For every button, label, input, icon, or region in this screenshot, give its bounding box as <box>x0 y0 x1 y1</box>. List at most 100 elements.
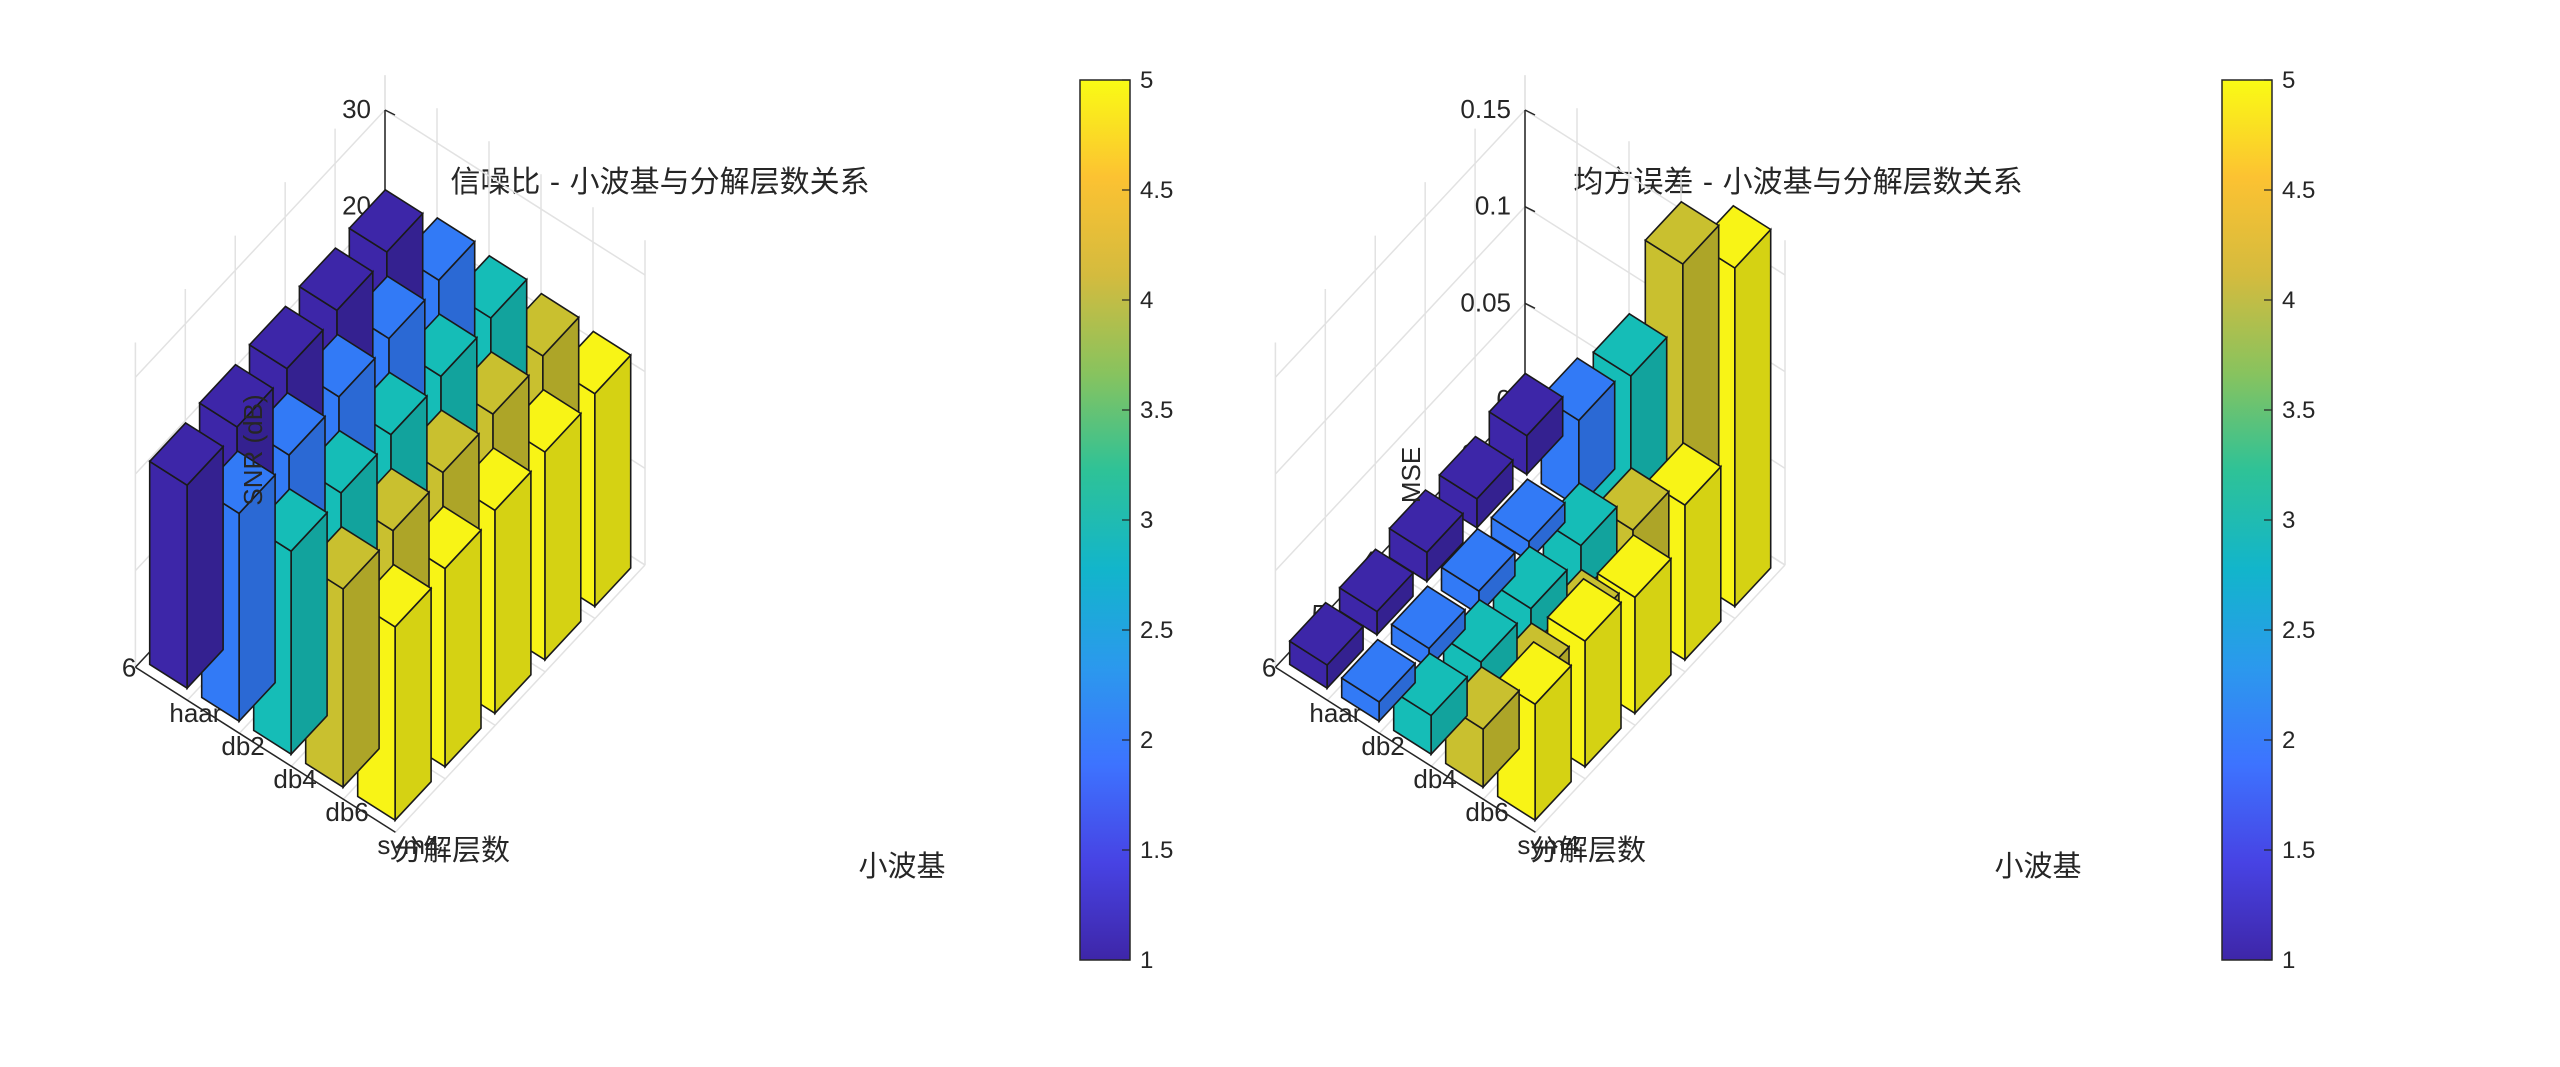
mse-ztick-mark <box>1524 109 1536 116</box>
colorbar-tick-label: 2 <box>2282 727 2295 754</box>
snr-bar-side <box>593 353 632 609</box>
snr-wavelet-tick: db2 <box>221 731 264 761</box>
colorbar-tick-label: 1 <box>1140 947 1153 974</box>
colorbar-tick-label: 4.5 <box>1140 177 1173 204</box>
colorbar-tick-label: 3 <box>1140 507 1153 534</box>
snr-grid-z <box>384 109 646 276</box>
mse-grid-z <box>1274 302 1526 572</box>
mse-grid-x <box>1534 564 1786 833</box>
snr-chart-title: 信噪比 - 小波基与分解层数关系 <box>450 165 869 200</box>
snr-wavelet-axis <box>134 666 396 833</box>
colorbar-tick-label: 5 <box>1140 67 1153 94</box>
snr-wavelet-tick: db6 <box>325 797 368 827</box>
mse-bar <box>1392 652 1469 757</box>
snr-bar-top <box>248 305 325 370</box>
mse-wavelet-tick: db6 <box>1465 797 1508 827</box>
snr-bar <box>148 421 225 691</box>
colorbar-tick-label: 4 <box>1140 287 1153 314</box>
snr-colorbar: 1 1.5 2 2.5 3 3.5 4 4.5 5 <box>1079 67 1173 974</box>
mse-ylabel: 分解层数 <box>1530 833 1646 867</box>
mse-bar-top <box>1288 601 1365 667</box>
mse-bar <box>1340 638 1417 724</box>
mse-chart-title: 均方误差 - 小波基与分解层数关系 <box>1573 165 2022 200</box>
mse-wavelet-tick: db4 <box>1413 764 1456 794</box>
snr-bar-top <box>198 363 275 428</box>
mse-bar-top <box>1596 533 1673 599</box>
mse-bar-top <box>1490 478 1567 543</box>
mse-bar-side <box>1734 227 1772 609</box>
snr-wavelet-tick: sym4 <box>377 830 439 860</box>
snr-bar-side <box>290 510 328 757</box>
mse-bar-top <box>1438 435 1515 500</box>
mse-bar-top <box>1488 372 1564 437</box>
snr-bar-side <box>394 586 432 823</box>
colorbar-tick-label: 5 <box>2282 67 2295 94</box>
mse-bar-top <box>1340 638 1417 703</box>
snr-bar-front <box>148 459 188 690</box>
mse-ztick-mark <box>1524 205 1536 213</box>
colorbar-tick-label: 1.5 <box>2282 837 2315 864</box>
mse-ztick-label: 0.05 <box>1460 287 1511 317</box>
snr-zlabel: SNR (dB) <box>238 394 268 505</box>
snr-bar-side <box>544 411 582 662</box>
mse-bar <box>1288 601 1365 691</box>
mse-wavelet-tick: sym4 <box>1517 830 1579 860</box>
snr-bar-top <box>348 188 424 254</box>
snr-bar-top <box>298 247 375 312</box>
mse-bar-top <box>1546 577 1623 643</box>
mse-ztick-mark <box>1524 302 1536 310</box>
mse-xlabel: 小波基 <box>1994 849 2081 883</box>
snr-bar-side <box>444 528 482 769</box>
mse-bar-top <box>1338 548 1415 613</box>
snr-grid-x <box>394 564 646 833</box>
mse-bar <box>1438 435 1515 530</box>
colorbar-tick-label: 4 <box>2282 287 2295 314</box>
colorbar-tick-label: 3 <box>2282 507 2295 534</box>
mse-zlabel: MSE <box>1396 447 1426 503</box>
colorbar-tick-label: 2.5 <box>2282 617 2315 644</box>
snr-ylabel: 分解层数 <box>394 833 510 867</box>
mse-bar-top <box>1592 312 1668 378</box>
snr-bar-side <box>186 444 224 691</box>
snr-bar-side <box>342 548 380 790</box>
mse-bar3d-plot: 均方误差 - 小波基与分解层数关系 00.050.10.1523456haard… <box>1262 75 2082 883</box>
mse-grid-z <box>1274 206 1526 475</box>
mse-bar-top <box>1390 585 1467 650</box>
colorbar-tick-label: 4.5 <box>2282 177 2315 204</box>
colorbar-tick-label: 2.5 <box>1140 617 1173 644</box>
mse-bar <box>1440 527 1517 617</box>
snr-bar-top <box>148 421 225 487</box>
snr-ztick-mark <box>384 109 396 116</box>
snr-bar-side <box>494 469 532 716</box>
colorbar-tick-label: 2 <box>1140 727 1153 754</box>
mse-bar-top <box>1440 527 1517 593</box>
mse-grid-z <box>1274 109 1526 378</box>
mse-wavelet-axis <box>1274 666 1536 833</box>
snr-ztick-label: 30 <box>342 94 371 124</box>
colorbar-gradient <box>2221 79 2273 961</box>
mse-bar <box>1388 488 1465 584</box>
colorbar-tick-label: 3.5 <box>2282 397 2315 424</box>
mse-bar <box>1488 372 1564 477</box>
snr-grid-z <box>134 109 386 378</box>
snr-bar3d-plot: 信噪比 - 小波基与分解层数关系 010203023456haardb2db4d… <box>122 75 946 883</box>
mse-bar-top <box>1388 488 1465 554</box>
mse-level-tick: 6 <box>1262 653 1276 683</box>
snr-level-tick: 6 <box>122 653 136 683</box>
snr-xlabel: 小波基 <box>858 849 945 883</box>
mse-bar <box>1390 585 1467 670</box>
snr-wavelet-tick: db4 <box>273 764 316 794</box>
mse-bar-top <box>1644 200 1720 266</box>
mse-bar <box>1490 478 1567 563</box>
mse-colorbar: 1 1.5 2 2.5 3 3.5 4 4.5 5 <box>2221 67 2315 974</box>
mse-ztick-label: 0.15 <box>1460 94 1511 124</box>
mse-bar <box>1338 548 1415 637</box>
snr-bar-side <box>238 472 276 724</box>
colorbar-tick-label: 1 <box>2282 947 2295 974</box>
colorbar-tick-label: 3.5 <box>1140 397 1173 424</box>
colorbar-gradient <box>1079 79 1131 961</box>
colorbar-tick-label: 1.5 <box>1140 837 1173 864</box>
mse-ztick-label: 0.1 <box>1475 191 1511 221</box>
mse-wavelet-tick: db2 <box>1361 731 1404 761</box>
